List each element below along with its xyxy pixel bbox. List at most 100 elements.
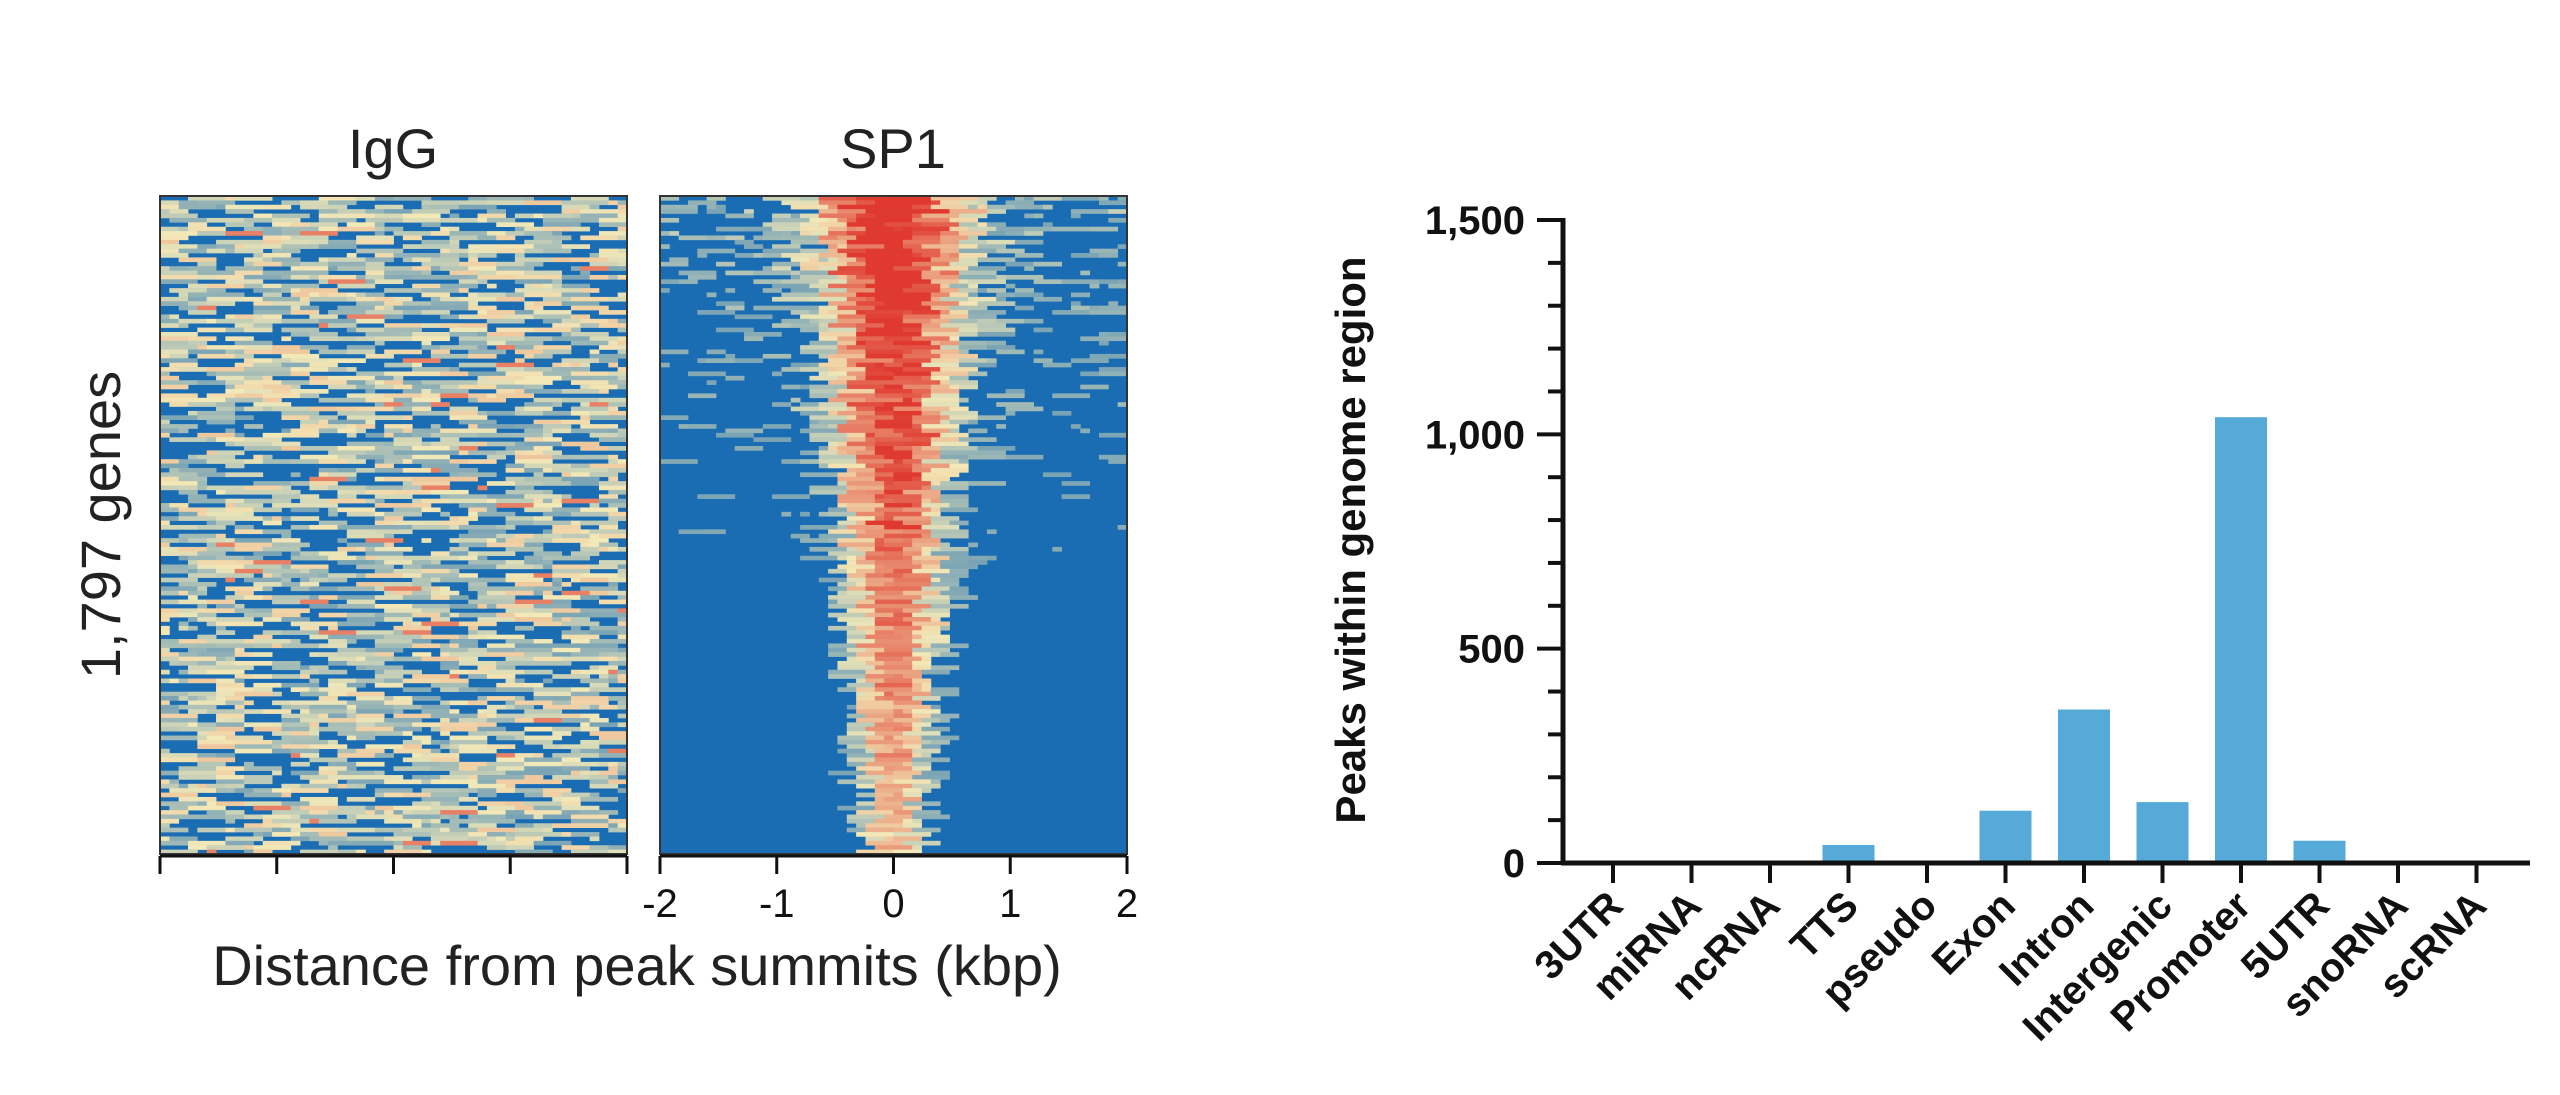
heatmap-sp1-cell xyxy=(846,525,885,530)
heatmap-igg-cell xyxy=(552,538,591,543)
heatmap-igg-cell xyxy=(244,775,273,780)
heatmap-sp1-cell xyxy=(949,586,969,592)
heatmap-igg-cell xyxy=(197,586,208,592)
heatmap-igg-cell xyxy=(290,428,320,434)
heatmap-igg-cell xyxy=(608,424,619,429)
heatmap-igg-cell xyxy=(178,538,189,543)
heatmap-sp1-cell xyxy=(874,682,913,688)
heatmap-sp1-cell xyxy=(1108,336,1127,342)
heatmap-igg-cell xyxy=(337,652,376,657)
heatmap-igg-cell xyxy=(384,371,404,377)
heatmap-igg-cell xyxy=(160,643,198,649)
heatmap-sp1-cell xyxy=(828,270,866,276)
heatmap-sp1-cell xyxy=(856,599,876,605)
heatmap-sp1-cell xyxy=(874,467,913,473)
heatmap-igg-cell xyxy=(505,231,525,236)
heatmap-igg-cell xyxy=(430,840,441,846)
heatmap-igg-cell xyxy=(458,340,488,346)
heatmap-igg-cell xyxy=(440,437,460,442)
heatmap-sp1-cell xyxy=(874,753,913,758)
heatmap-igg-cell xyxy=(160,551,198,557)
heatmap-igg-cell xyxy=(570,305,609,311)
heatmap-sp1-cell xyxy=(996,424,1006,429)
heatmap-igg-cell xyxy=(281,792,292,798)
heatmap-igg-cell xyxy=(486,331,525,337)
heatmap-igg-cell xyxy=(178,639,208,644)
heatmap-igg-cell xyxy=(225,718,245,723)
heatmap-sp1-cell xyxy=(902,555,913,561)
heatmap-sp1-cell xyxy=(893,226,904,232)
heatmap-igg-cell xyxy=(225,380,245,385)
heatmap-igg-cell xyxy=(542,792,563,798)
heatmap-sp1-cell xyxy=(790,213,801,219)
heatmap-igg-cell xyxy=(617,428,627,434)
heatmap-sp1-cell xyxy=(856,204,885,210)
heatmap-sp1-cell xyxy=(856,450,876,456)
heatmap-igg-cell xyxy=(384,590,394,596)
heatmap-sp1-cell xyxy=(1117,196,1127,201)
heatmap-sp1-cell xyxy=(818,419,848,425)
heatmap-igg-cell xyxy=(552,239,563,245)
heatmap-igg-cell xyxy=(598,323,627,328)
heatmap-igg-cell xyxy=(346,796,376,802)
heatmap-igg-cell xyxy=(365,432,385,438)
heatmap-igg-cell xyxy=(374,467,404,473)
heatmap-sp1-cell xyxy=(893,516,932,521)
heatmap-igg-cell xyxy=(178,292,189,298)
heatmap-igg-cell xyxy=(430,577,441,583)
heatmap-igg-cell xyxy=(542,213,572,219)
heatmap-sp1-cell xyxy=(893,770,922,776)
heatmap-igg-cell xyxy=(533,823,553,828)
heatmap-igg-cell xyxy=(477,775,516,780)
heatmap-igg-cell xyxy=(328,682,348,688)
heatmap-igg-cell xyxy=(608,362,619,368)
heatmap-igg-cell xyxy=(290,384,301,390)
heatmap-sp1-cell xyxy=(828,257,838,263)
heatmap-sp1-cell xyxy=(921,428,950,434)
heatmap-igg-cell xyxy=(160,235,189,241)
heatmap-igg-cell xyxy=(262,270,292,276)
heatmap-igg-cell xyxy=(561,331,572,337)
heatmap-sp1-cell xyxy=(921,753,932,758)
heatmap-igg-cell xyxy=(244,283,264,289)
heatmap-igg-cell xyxy=(402,564,422,570)
heatmap-igg-cell xyxy=(197,827,226,833)
heatmap-sp1-cell xyxy=(837,389,876,394)
heatmap-igg-cell xyxy=(580,796,619,802)
heatmap-sp1-cell xyxy=(996,402,1034,407)
heatmap-sp1-cell xyxy=(660,204,698,210)
heatmap-igg-cell xyxy=(524,766,563,771)
heatmap-sp1-cell xyxy=(874,801,904,807)
heatmap-sp1-cell xyxy=(734,358,764,363)
heatmap-igg-cell xyxy=(300,231,338,236)
heatmap-igg-cell xyxy=(402,235,422,241)
heatmap-igg-cell xyxy=(486,669,525,675)
heatmap-igg-cell xyxy=(160,810,189,815)
heatmap-igg-cell xyxy=(598,481,627,486)
heatmap-igg-cell xyxy=(346,345,376,350)
heatmap-igg-cell xyxy=(468,397,478,403)
heatmap-igg-cell xyxy=(542,678,553,684)
heatmap-igg-cell xyxy=(570,652,600,657)
heatmap-igg-cell xyxy=(486,590,506,596)
heatmap-igg-cell xyxy=(328,511,338,517)
heatmap-igg-cell xyxy=(356,428,366,434)
heatmap-igg-cell xyxy=(514,279,553,285)
heatmap-igg-cell xyxy=(244,217,273,223)
heatmap-sp1-cell xyxy=(1042,222,1053,228)
heatmap-igg-cell xyxy=(589,375,619,381)
heatmap-igg-cell xyxy=(244,766,282,771)
heatmap-igg-cell xyxy=(421,222,441,228)
heatmap-igg-cell xyxy=(449,639,478,644)
heatmap-igg-cell xyxy=(496,367,525,372)
heatmap-igg-cell xyxy=(402,257,413,263)
heatmap-igg-cell xyxy=(580,362,591,368)
heatmap-sp1-cell xyxy=(977,450,1006,456)
heatmap-igg-cell xyxy=(449,494,488,499)
heatmap-igg-cell xyxy=(430,424,441,429)
heatmap-sp1-cell xyxy=(893,709,904,714)
heatmap-igg-cell xyxy=(216,375,245,381)
heatmap-sp1-cell xyxy=(725,375,745,381)
heatmap-sp1-cell xyxy=(930,358,960,363)
heatmap-sp1-cell xyxy=(921,362,960,368)
